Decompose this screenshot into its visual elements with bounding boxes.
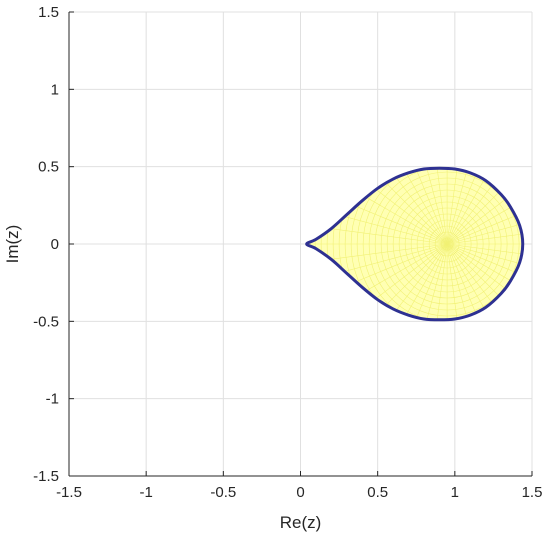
x-tick-label: -0.5 xyxy=(210,484,236,501)
mesh-spoke xyxy=(446,168,477,245)
mesh-spoke xyxy=(446,243,523,320)
mesh-spoke xyxy=(446,243,523,320)
x-tick-label: -1 xyxy=(139,484,152,501)
mesh-spoke xyxy=(446,243,477,320)
mesh-spoke xyxy=(306,214,448,245)
mesh-spoke xyxy=(389,168,448,245)
mesh-spoke xyxy=(446,168,523,245)
mesh-spoke xyxy=(446,168,505,245)
x-tick-label: 0 xyxy=(296,484,304,501)
mesh-spoke xyxy=(312,243,448,320)
mesh-spoke xyxy=(447,214,523,245)
axes xyxy=(68,11,533,477)
mesh-spoke xyxy=(447,243,523,320)
mesh-spoke xyxy=(446,243,523,320)
mesh-spoke xyxy=(312,168,448,245)
y-tick-label: -0.5 xyxy=(33,313,59,330)
mesh-spoke xyxy=(336,168,448,245)
mesh-spoke xyxy=(306,243,448,274)
mesh-spoke xyxy=(446,168,523,245)
mesh-spoke xyxy=(362,168,448,245)
mesh-spoke xyxy=(446,168,523,245)
mesh-spoke xyxy=(389,243,448,320)
x-tick-label: 0.5 xyxy=(367,484,388,501)
x-axis-label: Re(z) xyxy=(280,513,322,532)
mesh-spoke xyxy=(446,168,523,245)
mesh-spoke xyxy=(447,243,523,274)
boundary-curve xyxy=(305,166,525,322)
mesh-spoke xyxy=(362,243,448,320)
y-tick-label: -1.5 xyxy=(33,468,59,485)
mesh-spoke xyxy=(336,243,448,320)
mesh-spoke xyxy=(446,243,523,320)
tick-labels: -1.5 -1 -0.5 0 0.5 1 1.5 -1.5 -1 -0.5 0 0.5 1 1.5 xyxy=(33,4,542,501)
y-tick-label: 1 xyxy=(51,81,59,98)
y-axis-label: Im(z) xyxy=(3,225,22,264)
y-tick-label: 1.5 xyxy=(38,4,59,21)
x-tick-label: -1.5 xyxy=(56,484,82,501)
mesh-spoke xyxy=(418,168,448,245)
mesh-spoke xyxy=(446,243,523,320)
y-tick-label: -1 xyxy=(46,391,59,408)
y-tick-label: 0 xyxy=(51,236,59,253)
mesh-spoke xyxy=(447,186,523,245)
mesh-spoke xyxy=(446,168,523,245)
mesh-spoke xyxy=(446,168,523,245)
mesh-spoke xyxy=(447,243,523,302)
mesh-spoke xyxy=(418,243,448,320)
x-tick-label: 1.5 xyxy=(522,484,543,501)
mesh-spoke xyxy=(446,243,505,320)
mesh-spoke xyxy=(447,168,523,245)
mesh-spoke xyxy=(306,243,448,320)
y-tick-label: 0.5 xyxy=(38,159,59,176)
x-tick-label: 1 xyxy=(451,484,459,501)
mesh-spoke xyxy=(446,243,523,320)
boundary-curve-group xyxy=(305,166,525,322)
mesh-spoke xyxy=(306,168,448,245)
